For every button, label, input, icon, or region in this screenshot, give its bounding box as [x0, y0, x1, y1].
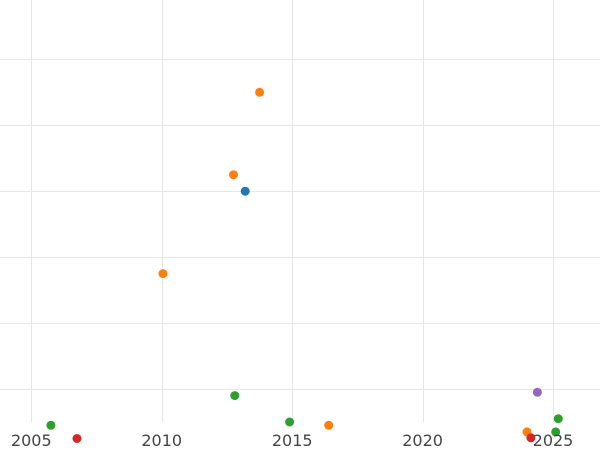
x-tick-label-2010: 2010 [141, 431, 182, 450]
x-tick-label-2005: 2005 [11, 431, 52, 450]
data-point-10 [553, 414, 563, 424]
y-gridlines [0, 59, 600, 390]
x-tick-label-2020: 2020 [402, 431, 443, 450]
data-point-3 [158, 269, 168, 279]
data-point-2 [240, 186, 250, 196]
data-point-5 [285, 417, 295, 427]
x-tick-label-2015: 2015 [272, 431, 313, 450]
data-point-11 [551, 427, 561, 437]
data-point-9 [532, 387, 542, 397]
x-gridlines [31, 0, 554, 422]
data-point-6 [324, 420, 334, 430]
data-point-13 [526, 433, 536, 443]
data-point-1 [229, 170, 238, 180]
data-point-0 [255, 87, 265, 97]
data-points [46, 87, 563, 443]
data-point-7 [46, 420, 56, 430]
data-point-8 [72, 434, 82, 443]
x-tick-label-2025: 2025 [533, 431, 574, 450]
x-axis-tick-labels: 2005 2010 2015 2020 2025 [11, 431, 573, 450]
data-point-4 [230, 391, 240, 401]
